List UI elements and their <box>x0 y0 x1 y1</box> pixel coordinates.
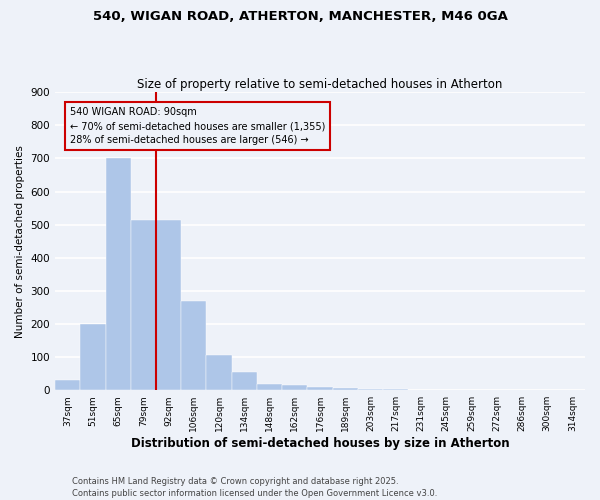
X-axis label: Distribution of semi-detached houses by size in Atherton: Distribution of semi-detached houses by … <box>131 437 509 450</box>
Y-axis label: Number of semi-detached properties: Number of semi-detached properties <box>15 145 25 338</box>
Text: 540, WIGAN ROAD, ATHERTON, MANCHESTER, M46 0GA: 540, WIGAN ROAD, ATHERTON, MANCHESTER, M… <box>92 10 508 23</box>
Bar <box>257 384 282 390</box>
Text: Contains HM Land Registry data © Crown copyright and database right 2025.
Contai: Contains HM Land Registry data © Crown c… <box>72 476 437 498</box>
Bar <box>80 324 106 390</box>
Text: 540 WIGAN ROAD: 90sqm
← 70% of semi-detached houses are smaller (1,355)
28% of s: 540 WIGAN ROAD: 90sqm ← 70% of semi-deta… <box>70 107 326 145</box>
Bar <box>106 158 131 390</box>
Bar <box>181 301 206 390</box>
Bar <box>358 388 383 390</box>
Bar <box>156 220 181 390</box>
Bar <box>307 387 332 390</box>
Bar <box>131 220 156 390</box>
Bar <box>282 385 307 390</box>
Title: Size of property relative to semi-detached houses in Atherton: Size of property relative to semi-detach… <box>137 78 503 91</box>
Bar <box>383 389 409 390</box>
Bar <box>55 380 80 390</box>
Bar <box>206 356 232 390</box>
Bar <box>332 388 358 390</box>
Bar <box>232 372 257 390</box>
